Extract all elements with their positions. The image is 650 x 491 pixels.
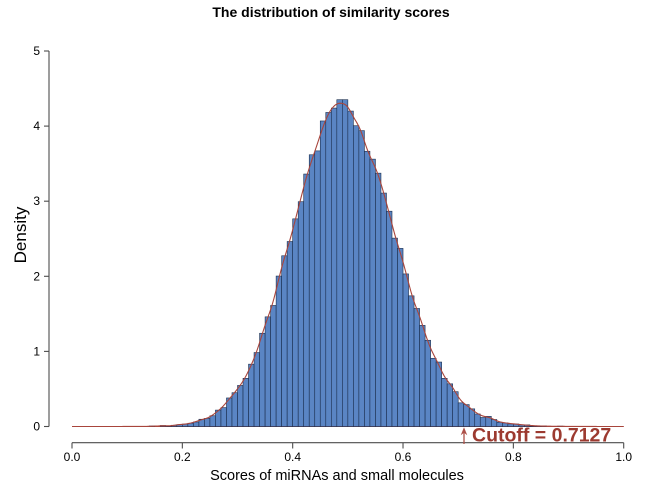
svg-text:0.2: 0.2 [174, 450, 191, 464]
svg-text:1.0: 1.0 [615, 450, 632, 464]
svg-text:0.8: 0.8 [505, 450, 522, 464]
svg-text:0.4: 0.4 [284, 450, 301, 464]
svg-text:0.6: 0.6 [395, 450, 412, 464]
svg-text:4: 4 [33, 119, 40, 133]
svg-text:1: 1 [33, 344, 40, 358]
svg-text:5: 5 [33, 44, 40, 58]
svg-text:2: 2 [33, 269, 40, 283]
svg-text:3: 3 [33, 194, 40, 208]
svg-text:0.0: 0.0 [64, 450, 81, 464]
svg-text:0: 0 [33, 420, 40, 434]
svg-text:Cutoff = 0.7127: Cutoff = 0.7127 [472, 425, 611, 447]
